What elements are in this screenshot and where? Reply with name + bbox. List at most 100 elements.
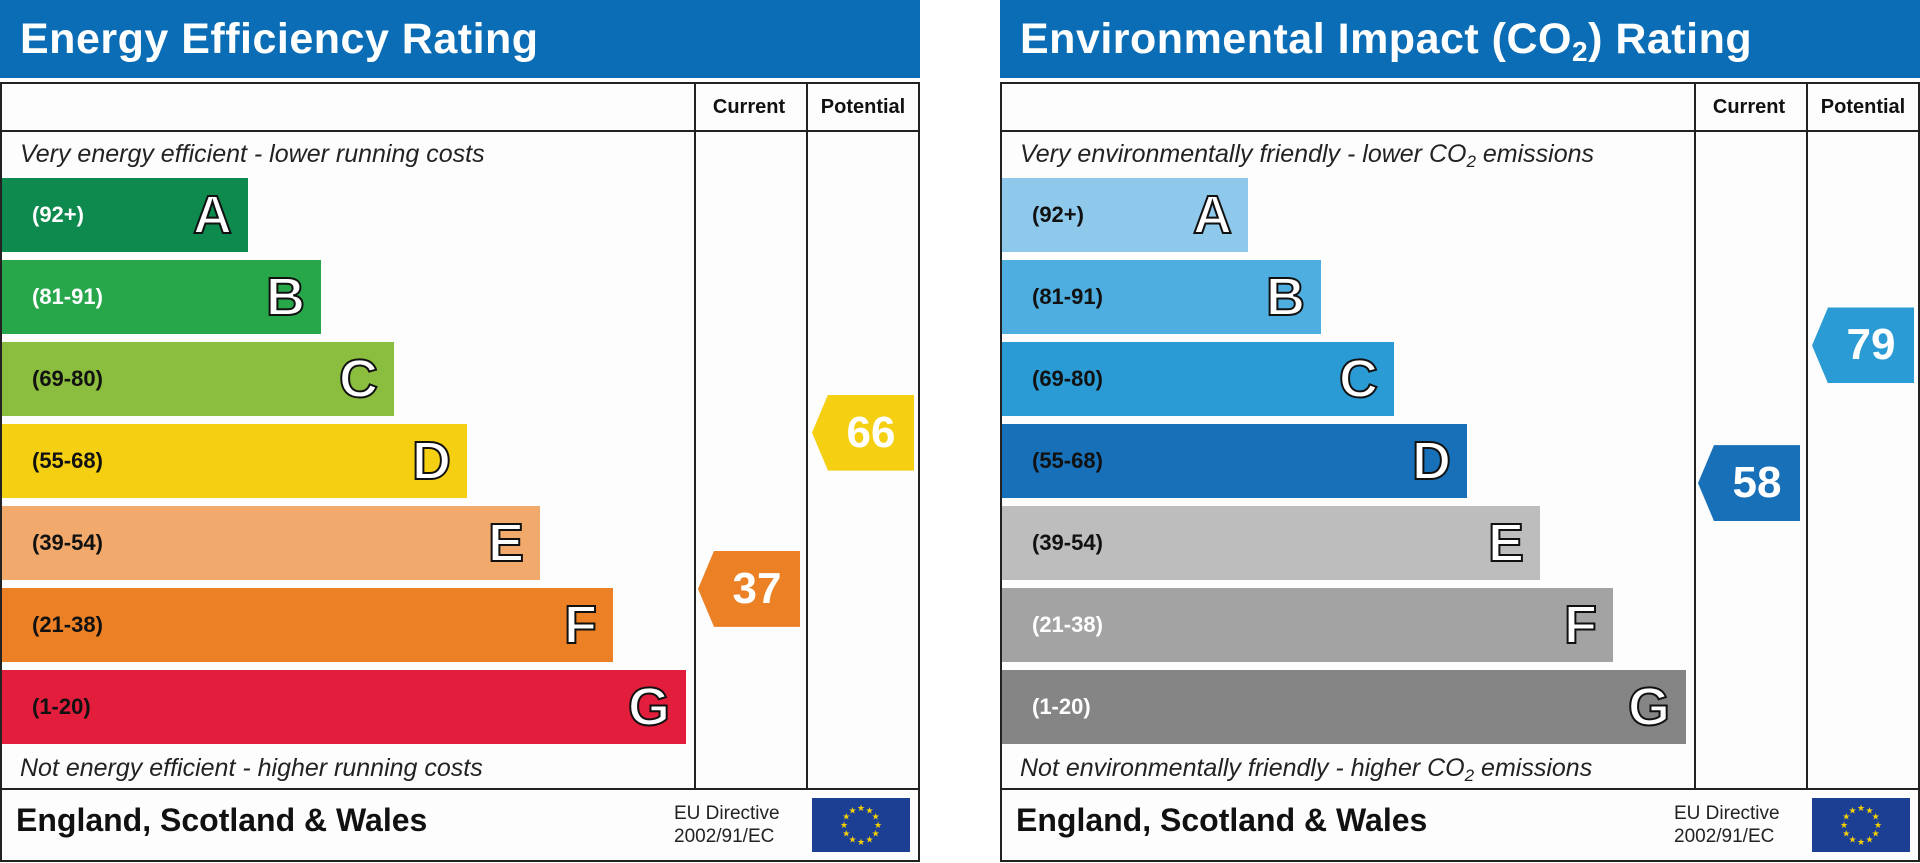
bottom-caption: Not energy efficient - higher running co…	[20, 754, 483, 782]
divider	[1002, 130, 1918, 132]
divider	[2, 788, 918, 790]
band-range-label: (21-38)	[32, 612, 103, 637]
rating-frame: Current Potential Very energy efficient …	[0, 82, 920, 862]
band-letter: F	[563, 594, 598, 656]
divider	[1002, 788, 1918, 790]
eu-star-icon: ★	[1848, 836, 1856, 846]
eu-star-icon: ★	[848, 806, 856, 816]
band-letter: G	[1627, 676, 1671, 738]
band-range-label: (69-80)	[32, 366, 103, 391]
band-letter: F	[1563, 594, 1598, 656]
eu-star-icon: ★	[1857, 804, 1865, 814]
band-letter: E	[487, 512, 525, 574]
eu-star-icon: ★	[842, 830, 850, 840]
rating-band-b: (81-91) B	[1002, 260, 1321, 334]
rating-band-a: (92+) A	[1002, 178, 1248, 252]
band-range-label: (81-91)	[1032, 284, 1103, 309]
eu-star-icon: ★	[848, 836, 856, 846]
band-range-label: (21-38)	[1032, 612, 1103, 637]
divider	[694, 84, 696, 790]
band-letter: A	[1192, 184, 1233, 246]
environmental-impact-panel: Environmental Impact (CO2) Rating Curren…	[1000, 0, 1920, 863]
rating-band-c: (69-80) C	[1002, 342, 1394, 416]
band-range-label: (1-20)	[32, 694, 91, 719]
divider	[1806, 84, 1808, 790]
rating-band-f: (21-38) F	[2, 588, 613, 662]
eu-star-icon: ★	[865, 806, 873, 816]
eu-star-icon: ★	[840, 821, 848, 831]
band-letter: A	[192, 184, 233, 246]
eu-star-icon: ★	[872, 813, 880, 823]
region-label: England, Scotland & Wales	[16, 802, 428, 838]
divider	[1694, 84, 1696, 790]
eu-stars-icon: ★★★★★★★★★ ★ ★★	[840, 804, 882, 848]
band-letter: C	[1338, 348, 1379, 410]
eu-star-icon: ★	[874, 821, 882, 831]
rating-band-a: (92+) A	[2, 178, 248, 252]
rating-band-d: (55-68) D	[2, 424, 467, 498]
band-letter: B	[265, 266, 306, 328]
eu-star-icon: ★	[842, 813, 850, 823]
rating-band-e: (39-54) E	[1002, 506, 1540, 580]
eu-star-icon: ★	[1865, 806, 1873, 816]
potential-column-header: Potential	[1820, 96, 1906, 118]
band-letter: G	[627, 676, 671, 738]
band-range-label: (81-91)	[32, 284, 103, 309]
band-letter: E	[1487, 512, 1525, 574]
region-label: England, Scotland & Wales	[1016, 802, 1428, 838]
eu-directive-text: EU Directive 2002/91/EC	[674, 803, 780, 847]
rating-band-b: (81-91) B	[2, 260, 321, 334]
band-letter: D	[411, 430, 452, 492]
eu-star-icon: ★	[1842, 813, 1850, 823]
rating-band-g: (1-20) G	[1002, 670, 1686, 744]
current-column-header: Current	[712, 96, 786, 118]
eu-star-icon: ★	[1874, 821, 1882, 831]
eu-star-icon: ★	[857, 804, 865, 814]
eu-stars-icon: ★★★★★★★★★ ★ ★★	[1840, 804, 1882, 848]
band-range-label: (92+)	[1032, 202, 1084, 227]
divider	[2, 130, 918, 132]
divider	[806, 84, 808, 790]
eu-star-icon: ★	[1865, 836, 1873, 846]
top-caption: Very energy efficient - lower running co…	[20, 140, 485, 168]
potential-rating-arrow: 79	[1812, 307, 1914, 384]
eu-star-icon: ★	[865, 836, 873, 846]
band-range-label: (1-20)	[1032, 694, 1091, 719]
current-column-header: Current	[1712, 96, 1786, 118]
potential-column-header: Potential	[820, 96, 906, 118]
rating-band-e: (39-54) E	[2, 506, 540, 580]
bottom-caption: Not environmentally friendly - higher CO…	[1020, 754, 1593, 785]
eu-star-icon: ★	[1872, 813, 1880, 823]
eu-star-icon: ★	[857, 838, 865, 848]
eu-star-icon: ★	[1872, 830, 1880, 840]
panel-title: Energy Efficiency Rating	[0, 0, 920, 78]
band-range-label: (39-54)	[1032, 530, 1103, 555]
eu-star-icon: ★	[872, 830, 880, 840]
current-rating-arrow: 58	[1698, 445, 1800, 522]
current-rating-arrow: 37	[698, 550, 800, 627]
potential-rating-arrow: 66	[812, 394, 914, 471]
band-range-label: (55-68)	[1032, 448, 1103, 473]
eu-flag-icon: ★ ★ ★ ★ ★ ★ ★ ★ ★ ★ ★ ★	[1812, 798, 1910, 852]
band-letter: D	[1411, 430, 1452, 492]
eu-directive-text: EU Directive 2002/91/EC	[1674, 803, 1780, 847]
eu-star-icon: ★	[1857, 838, 1865, 848]
band-range-label: (55-68)	[32, 448, 103, 473]
eu-star-icon: ★	[1848, 806, 1856, 816]
rating-frame: Current Potential Very environmentally f…	[1000, 82, 1920, 862]
band-range-label: (39-54)	[32, 530, 103, 555]
rating-band-g: (1-20) G	[2, 670, 686, 744]
top-caption: Very environmentally friendly - lower CO…	[1020, 140, 1595, 171]
rating-band-d: (55-68) D	[1002, 424, 1467, 498]
band-range-label: (92+)	[32, 202, 84, 227]
band-range-label: (69-80)	[1032, 366, 1103, 391]
energy-efficiency-panel: Energy Efficiency Rating Current Potenti…	[0, 0, 920, 863]
eu-star-icon: ★	[1842, 830, 1850, 840]
eu-flag-icon: ★ ★ ★ ★ ★ ★ ★ ★ ★ ★ ★ ★	[812, 798, 910, 852]
panel-title: Environmental Impact (CO2) Rating	[1000, 0, 1920, 78]
band-letter: C	[338, 348, 379, 410]
rating-band-f: (21-38) F	[1002, 588, 1613, 662]
band-letter: B	[1265, 266, 1306, 328]
eu-star-icon: ★	[1840, 821, 1848, 831]
rating-band-c: (69-80) C	[2, 342, 394, 416]
